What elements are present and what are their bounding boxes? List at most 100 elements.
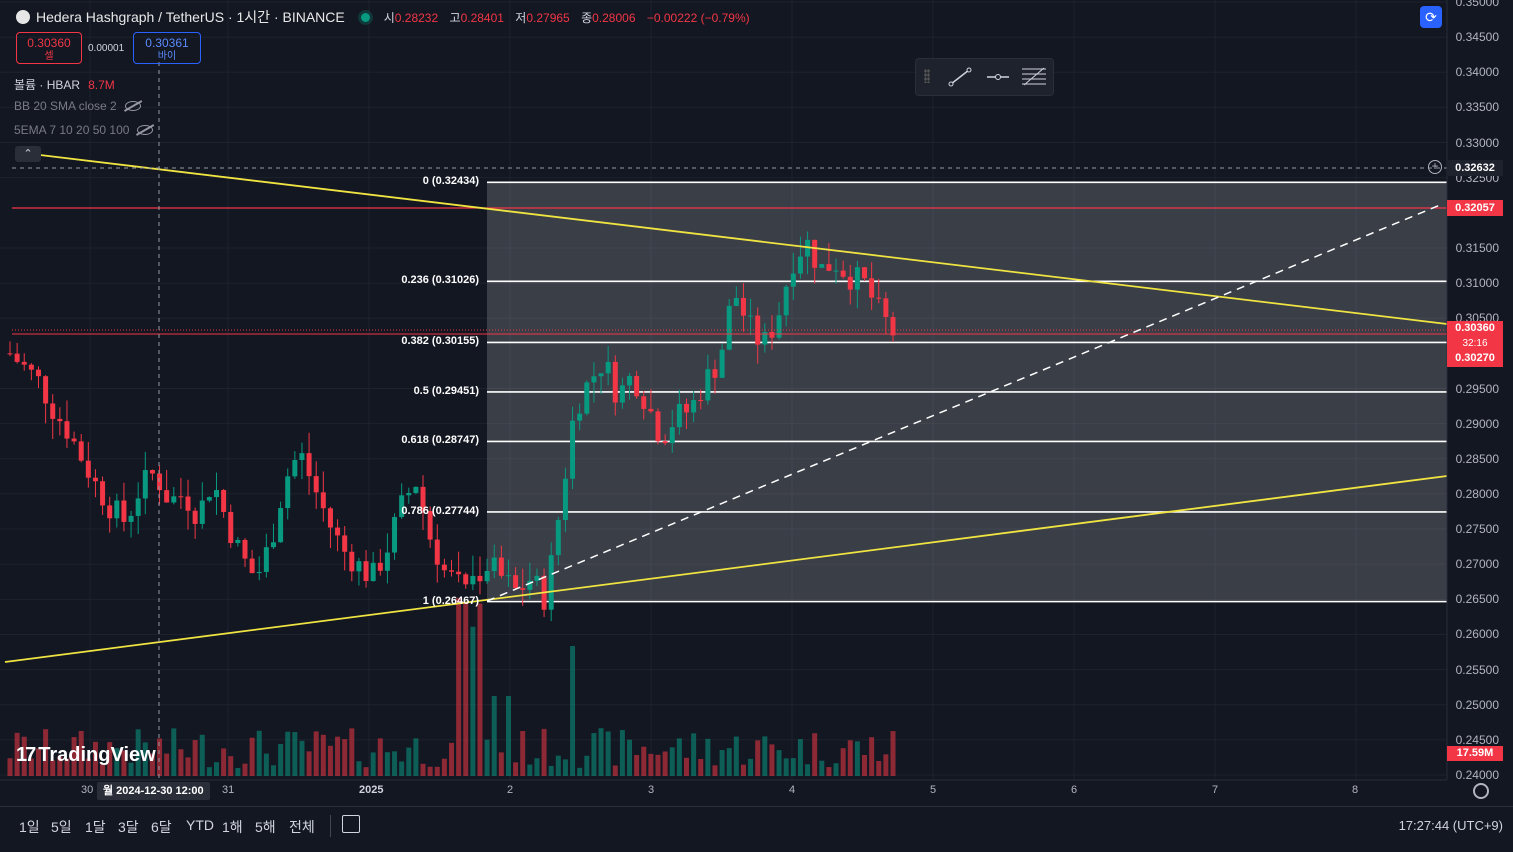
volume-bar [242, 763, 248, 776]
candle-body [883, 298, 889, 318]
candle-body [50, 403, 56, 419]
tradingview-logo[interactable]: 17 TradingView [16, 744, 156, 766]
calendar-icon[interactable] [342, 815, 360, 833]
candle-body [206, 497, 212, 501]
trendline-tool-icon[interactable] [948, 67, 972, 87]
timeframe-button[interactable]: 전체 [289, 819, 315, 835]
candle-body [755, 315, 761, 345]
volume-bar [320, 734, 326, 776]
volume-bar [463, 602, 469, 776]
time-tick-label: 2025 [359, 784, 384, 796]
volume-bar [399, 761, 405, 776]
candle-body [249, 558, 255, 574]
volume-bar [128, 762, 134, 776]
timeframe-button[interactable]: 5일 [51, 819, 72, 835]
volume-bar [256, 730, 262, 776]
candle-body [342, 535, 348, 552]
crosshair-time-tag: 월 2024-12-30 12:00 [97, 782, 210, 800]
timeframe-button[interactable]: 6달 [151, 819, 172, 835]
volume-bar [769, 744, 775, 776]
timeframe-button[interactable]: 1일 [19, 819, 40, 835]
timeframe-button[interactable]: 3달 [118, 819, 139, 835]
axis-settings-icon[interactable] [1473, 783, 1489, 799]
volume-bar [683, 757, 689, 776]
volume-bar [249, 737, 255, 776]
candle-body [121, 500, 127, 522]
horizontal-ray-tool-icon[interactable] [986, 67, 1010, 87]
collapse-legend-button[interactable]: ⌃ [15, 146, 41, 162]
hidden-eye-icon[interactable] [124, 101, 141, 111]
candle-body [740, 297, 746, 316]
sync-icon[interactable]: ⟳ [1420, 6, 1442, 28]
price-tick-label: 0.28500 [1455, 451, 1499, 466]
indicator-volume[interactable]: 볼륨 · HBAR 8.7M [14, 77, 115, 93]
candle-body [705, 369, 711, 401]
candle-body [484, 571, 490, 582]
candle-body [619, 385, 625, 403]
candle-body [35, 369, 41, 377]
candle-body [434, 539, 440, 565]
timeframe-button[interactable]: YTD [186, 817, 214, 833]
candle-body [676, 403, 682, 428]
candle-body [21, 361, 27, 365]
indicator-bb[interactable]: BB 20 SMA close 2 [14, 99, 141, 113]
fib-tool-icon[interactable] [1021, 67, 1047, 87]
candle-body [662, 441, 668, 444]
candle-body [392, 517, 398, 553]
candle-body [306, 453, 312, 477]
clock[interactable]: 17:27:44 (UTC+9) [1398, 818, 1503, 833]
volume-bar [149, 753, 155, 776]
add-alert-icon[interactable]: + [1428, 160, 1442, 174]
price-tick-label: 0.29000 [1455, 416, 1499, 431]
candle-body [71, 438, 77, 442]
volume-bar [43, 729, 49, 776]
volume-bar [840, 748, 846, 776]
candle-body [57, 418, 63, 422]
buy-button[interactable]: 0.30361 바이 [133, 32, 201, 64]
volume-bar [85, 758, 91, 776]
symbol-title[interactable]: Hedera Hashgraph / TetherUS · 1시간 · BINA… [36, 9, 345, 25]
volume-bar [199, 734, 205, 776]
volume-bar [648, 753, 654, 776]
candle-body [584, 382, 590, 414]
hidden-eye-icon[interactable] [137, 125, 154, 135]
candle-body [349, 551, 355, 572]
price-tick-label: 0.25000 [1455, 697, 1499, 712]
volume-bar [740, 764, 746, 776]
indicator-ema[interactable]: 5EMA 7 10 20 50 100 [14, 123, 154, 137]
candle-body [292, 460, 298, 477]
timeframe-button[interactable]: 1달 [85, 819, 106, 835]
price-tick-label: 0.24500 [1455, 732, 1499, 747]
drag-handle-icon[interactable] [924, 69, 930, 83]
candle-body [406, 492, 412, 496]
candle-body [320, 492, 326, 509]
timeframe-button[interactable]: 5해 [255, 819, 276, 835]
volume-bar [335, 736, 341, 776]
candle-body [719, 349, 725, 378]
candle-body [427, 511, 433, 540]
candle-body [441, 564, 447, 571]
volume-bar [833, 763, 839, 776]
volume-bar [534, 758, 540, 776]
price-tick-label: 0.27000 [1455, 557, 1499, 572]
volume-bar [862, 754, 868, 776]
bottom-toolbar: 1일 5일 1달 3달 6달 YTD 1해 5해 전체 17:27:44 (UTC+9) [0, 806, 1513, 847]
volume-bar [676, 738, 682, 776]
volume-bar [206, 767, 212, 776]
timeframe-button[interactable]: 1해 [222, 819, 243, 835]
candle-body [577, 413, 583, 421]
volume-bar [712, 765, 718, 776]
volume-bar [192, 740, 198, 776]
volume-bar [356, 761, 362, 776]
floating-drawing-toolbar [915, 58, 1054, 96]
volume-bar [548, 765, 554, 776]
sell-button[interactable]: 0.30360 셀 [16, 32, 82, 64]
ascending-trendline [4, 475, 1448, 663]
volume-bar [598, 728, 604, 776]
volume-bar [21, 736, 27, 776]
candle-body [7, 353, 13, 355]
candle-body [92, 477, 98, 482]
volume-bar [883, 754, 889, 776]
volume-bar [719, 749, 725, 776]
